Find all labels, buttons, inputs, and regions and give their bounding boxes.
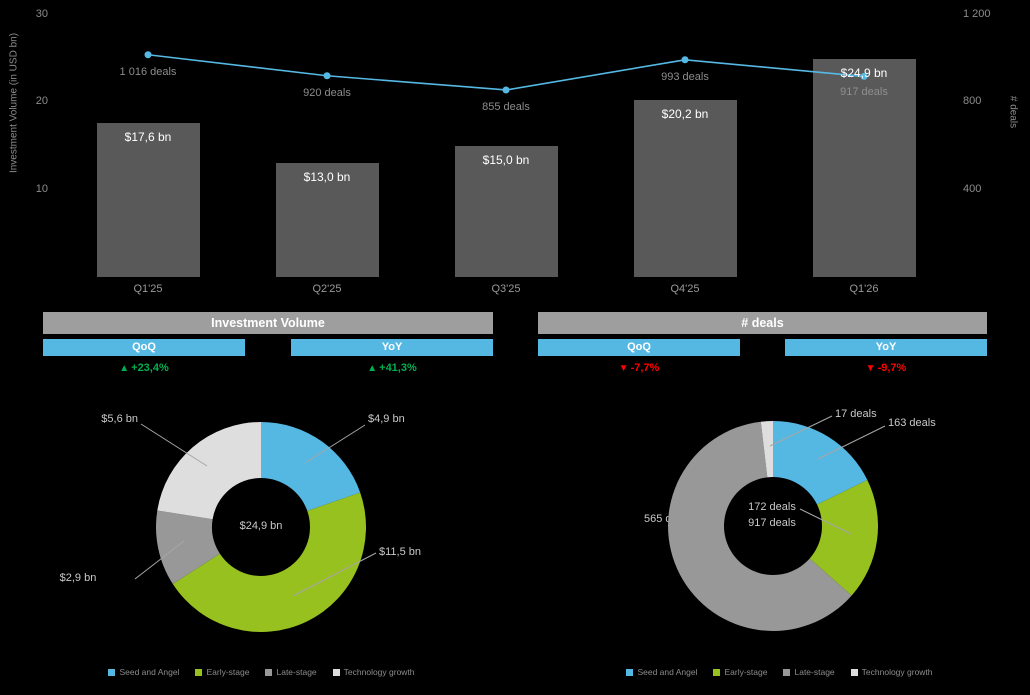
legend: Seed and Angel Early-stage Late-stage Techn… [612,667,947,677]
bar-Q3'25[interactable] [454,145,558,277]
legend-item-late-stage[interactable]: Late-stage [783,667,835,677]
investment-volume-table-header: Investment Volume [43,312,493,334]
deals-label: 993 deals [661,70,709,83]
y2-axis-tick: 400 [963,182,982,195]
slice-label-early-stage: $11,5 bn [379,546,422,558]
bar-Q4'25[interactable] [633,100,737,277]
yoy-percent: +41,3% [379,362,417,374]
legend-swatch-icon [850,668,858,676]
y-axis-tick: 10 [35,182,48,195]
y-axis-tick: 30 [35,7,48,20]
legend-label: Seed and Angel [119,667,180,677]
bar-value-label: $17,6 bn [124,130,172,144]
donut-slice-late-stage[interactable] [668,421,852,631]
deals-qoq-header: QoQ [538,339,740,356]
category-label: Q1'25 [133,283,163,295]
slice-label-seed-and-angel: $4,9 bn [368,413,405,425]
legend-label: Early-stage [206,667,250,677]
investment-volume-donut [156,422,366,632]
yoy-percent: -9,7% [877,362,907,374]
deals-label: 920 deals [303,86,351,99]
slice-label-technology-growth: $5,6 bn [101,413,138,425]
donut-slice-early-stage[interactable] [172,492,366,632]
bar-Q2'25[interactable] [275,163,379,277]
line-point-marker[interactable] [681,56,689,64]
legend: Seed and Angel Early-stage Late-stage Techn… [94,667,429,677]
qoq-percent: -7,7% [630,362,660,374]
y2-axis-tick: 1 200 [963,7,991,20]
deals-table-header: # deals [538,312,987,334]
legend-label: Technology growth [861,667,933,677]
legend-item-technology-growth[interactable]: Technology growth [850,667,933,677]
legend-swatch-icon [626,668,634,676]
line-point-marker[interactable] [323,72,331,80]
deals-yoy-header: YoY [785,339,987,356]
line-point-marker[interactable] [502,86,510,94]
donut-slice-seed-and-angel[interactable] [261,422,361,511]
category-label: Q3'25 [491,283,521,295]
legend-label: Seed and Angel [637,667,698,677]
category-label: Q4'25 [670,283,700,295]
up-arrow-icon: ▲ [119,363,130,374]
slice-label-late-stage: $2,9 bn [59,572,97,584]
y-axis-tick: 20 [35,95,48,107]
legend-item-seed-and-angel[interactable]: Seed and Angel [108,667,179,677]
category-label: Q1'26 [849,283,879,295]
bar-Q1'26[interactable] [812,59,916,277]
investment-volume-yoy-header: YoY [291,339,493,356]
legend-item-late-stage[interactable]: Late-stage [265,667,317,677]
legend-label: Late-stage [276,667,317,677]
legend-item-seed-and-angel[interactable]: Seed and Angel [626,667,697,677]
bar-value-label: $24,9 bn [840,66,888,81]
legend-label: Late-stage [794,667,835,677]
category-label: Q2'25 [312,283,342,295]
slice-label-technology-growth: 17 deals [835,408,877,420]
slice-label-seed-and-angel: 163 deals [888,417,936,429]
legend-label: Early-stage [724,667,768,677]
deals-label: 855 deals [482,100,530,113]
legend-item-early-stage[interactable]: Early-stage [195,667,249,677]
deals-qoq-value: ▼ -7,7% [538,362,740,376]
donut-center-total: 917 deals [748,517,796,529]
bar-Q1'25[interactable] [96,123,200,277]
line-point-marker[interactable] [144,51,152,59]
bar-value-label: $15,0 bn [482,152,530,167]
bar-value-label: $20,2 bn [661,107,709,122]
deals-label: 917 deals [840,86,888,99]
deals-label: 1 016 deals [119,65,177,78]
legend-swatch-icon [108,668,116,676]
qoq-percent: +23,4% [131,362,169,374]
legend-swatch-icon [265,668,273,676]
legend-swatch-icon [713,668,721,676]
slice-label-early-stage: 172 deals [748,501,796,513]
donut-slice-technology-growth[interactable] [157,422,261,520]
legend-item-early-stage[interactable]: Early-stage [713,667,767,677]
investment-volume-qoq-header: QoQ [43,339,245,356]
investment-volume-yoy-value: ▲ +41,3% [291,362,493,376]
y2-axis-tick: 800 [963,95,982,107]
down-arrow-icon: ▼ [618,363,629,374]
legend-swatch-icon [783,668,791,676]
legend-item-technology-growth[interactable]: Technology growth [332,667,415,677]
legend-swatch-icon [332,668,340,676]
y2-axis-title: # deals [1007,95,1019,129]
down-arrow-icon: ▼ [865,363,876,374]
legend-label: Technology growth [343,667,415,677]
up-arrow-icon: ▲ [367,363,378,374]
donut-center-total: $24,9 bn [239,520,283,532]
bar-value-label: $13,0 bn [303,170,351,185]
investment-volume-qoq-value: ▲ +23,4% [43,362,245,376]
legend-swatch-icon [195,668,203,676]
deals-line [147,53,865,91]
deals-yoy-value: ▼ -9,7% [785,362,987,376]
